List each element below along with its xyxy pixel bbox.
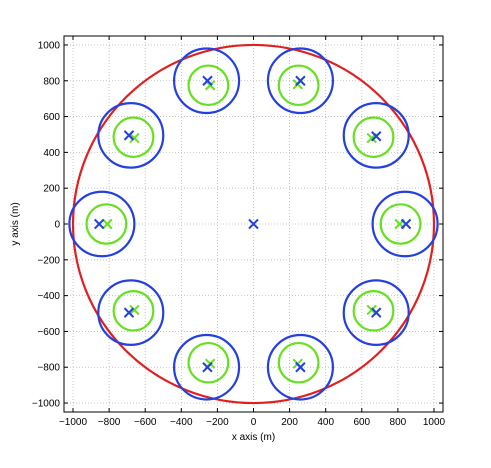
blue-x-marker	[202, 362, 213, 373]
blue-coverage-circle	[68, 190, 136, 258]
blue-x-marker	[400, 218, 412, 230]
green-x-marker-stroke	[366, 304, 377, 316]
blue-x-marker	[295, 75, 306, 86]
blue-x-marker-stroke	[295, 75, 306, 86]
center-x-marker	[248, 218, 259, 230]
blue-x-marker-stroke	[93, 218, 105, 230]
y-tick-label: 0	[54, 220, 60, 231]
y-axis-label: y axis (m)	[10, 202, 21, 245]
x-tick-label: 400	[317, 417, 334, 428]
blue-x-marker	[371, 307, 382, 318]
boundary-circle	[71, 43, 436, 405]
blue-x-marker	[123, 130, 135, 141]
x-tick-label: 0	[251, 417, 257, 428]
x-tick-label: 1000	[423, 417, 446, 428]
green-coverage-circle	[112, 116, 155, 158]
blue-x-marker	[93, 218, 105, 230]
y-tick-label: −400	[37, 291, 60, 302]
blue-x-marker-stroke	[202, 362, 213, 373]
y-tick-label: −200	[37, 255, 60, 266]
blue-coverage-circle	[266, 47, 335, 115]
green-coverage-circle	[85, 203, 128, 245]
y-tick-label: 200	[43, 184, 60, 195]
x-tick-label: −1000	[59, 417, 88, 428]
blue-x-marker-stroke	[371, 307, 382, 318]
y-tick-label: 600	[43, 112, 60, 123]
green-x-marker-stroke	[129, 132, 140, 144]
blue-x-marker	[202, 75, 213, 86]
x-tick-label: −600	[134, 417, 157, 428]
green-coverage-circle	[352, 116, 395, 158]
x-tick-label: −200	[206, 417, 229, 428]
blue-coverage-circle	[371, 190, 439, 258]
green-x-marker	[129, 304, 140, 316]
x-tick-label: 800	[390, 417, 407, 428]
blue-coverage-circle	[342, 279, 410, 346]
blue-x-marker-stroke	[295, 362, 306, 373]
green-x-marker-stroke	[129, 304, 140, 316]
green-coverage-circle	[352, 290, 395, 332]
blue-x-marker-stroke	[123, 130, 135, 141]
y-tick-label: 800	[43, 76, 60, 87]
green-coverage-circle	[379, 203, 422, 245]
y-tick-label: 1000	[38, 40, 61, 51]
center-x-marker-stroke	[248, 218, 259, 230]
green-x-marker	[102, 218, 113, 230]
y-tick-label: 400	[43, 148, 60, 159]
x-tick-label: 200	[281, 417, 298, 428]
green-coverage-circle	[277, 341, 320, 384]
blue-coverage-circle	[172, 47, 241, 115]
y-tick-label: −1000	[32, 399, 61, 410]
tick-marks	[64, 36, 443, 412]
blue-x-marker-stroke	[202, 75, 213, 86]
blue-coverage-circle	[266, 333, 335, 401]
green-coverage-circle	[187, 64, 230, 107]
blue-x-marker	[123, 307, 135, 318]
blue-coverage-circle	[97, 102, 165, 169]
blue-coverage-circle	[97, 279, 165, 346]
blue-coverage-circle	[342, 102, 410, 169]
green-x-marker-stroke	[102, 218, 113, 230]
green-coverage-circle	[187, 341, 230, 384]
green-coverage-circle	[112, 290, 155, 332]
x-tick-label: 600	[353, 417, 370, 428]
green-x-marker	[129, 132, 140, 144]
green-coverage-circle	[277, 64, 320, 107]
plot-area	[68, 43, 439, 405]
y-tick-label: −800	[37, 363, 60, 374]
green-x-marker-stroke	[204, 80, 216, 91]
x-axis-label: x axis (m)	[232, 432, 275, 443]
blue-x-marker	[371, 131, 382, 142]
x-tick-label: −800	[98, 417, 121, 428]
y-tick-label: −600	[37, 327, 60, 338]
blue-x-marker-stroke	[371, 131, 382, 142]
x-tick-label: −400	[170, 417, 193, 428]
blue-coverage-circle	[172, 333, 241, 401]
blue-x-marker	[295, 362, 306, 373]
blue-x-marker-stroke	[400, 218, 412, 230]
blue-x-marker-stroke	[123, 307, 135, 318]
